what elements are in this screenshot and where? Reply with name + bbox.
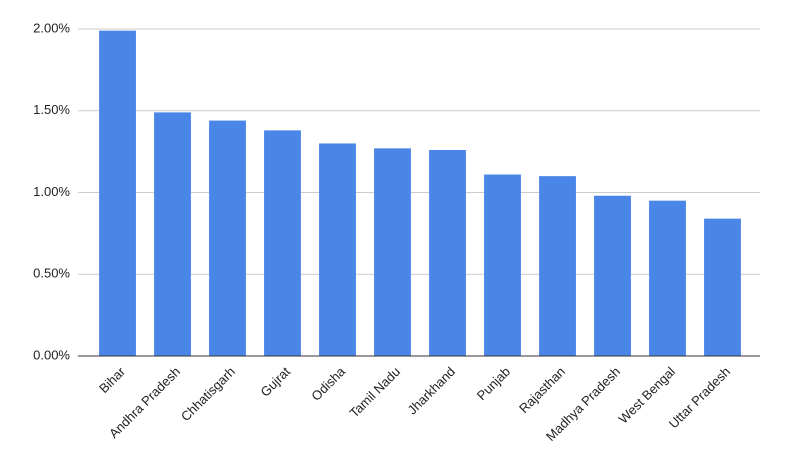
bar	[319, 143, 356, 356]
x-tick-label: Rajasthan	[516, 364, 568, 416]
bar	[209, 120, 246, 356]
x-tick-label: Bihar	[96, 363, 129, 396]
y-tick-label: 1.00%	[33, 184, 70, 199]
x-tick-label: Odisha	[308, 363, 348, 403]
bar	[429, 149, 466, 356]
bar	[264, 130, 301, 356]
x-tick-label: Punjab	[474, 364, 513, 403]
x-tick-label: Chhatisgarh	[178, 364, 238, 424]
x-tick-label: Tamil Nadu	[346, 364, 403, 421]
y-tick-label: 0.00%	[33, 347, 70, 362]
x-tick-label: Jharkhand	[405, 364, 459, 418]
bar	[484, 174, 521, 356]
bar	[99, 30, 136, 356]
bar	[154, 112, 191, 356]
y-tick-label: 1.50%	[33, 102, 70, 117]
bar	[649, 200, 686, 356]
bar	[594, 195, 631, 356]
y-tick-label: 0.50%	[33, 266, 70, 281]
bar	[704, 218, 741, 356]
y-tick-label: 2.00%	[33, 20, 70, 35]
bar	[539, 176, 576, 356]
bar	[374, 148, 411, 356]
x-tick-label: Gujrat	[257, 364, 293, 400]
